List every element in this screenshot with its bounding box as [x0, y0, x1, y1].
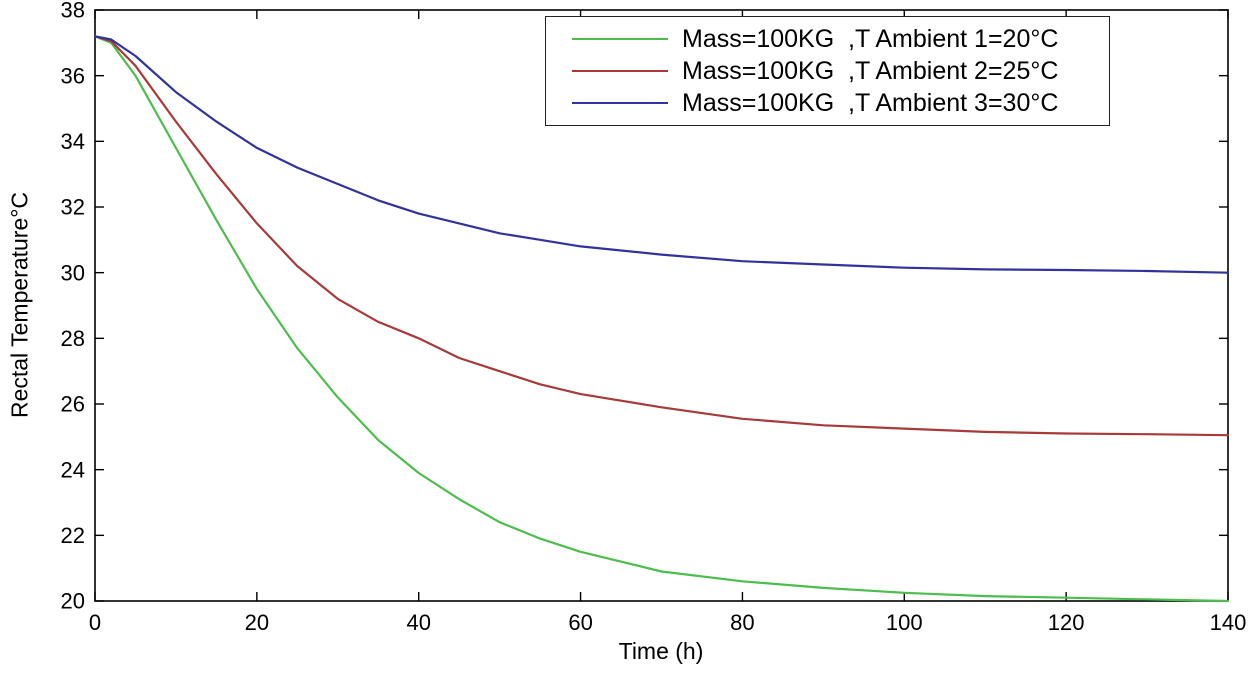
y-tick-label: 24	[61, 457, 85, 482]
x-axis-label: Time (h)	[618, 638, 704, 664]
y-tick-label: 30	[61, 260, 85, 285]
y-tick-label: 38	[61, 0, 85, 23]
x-tick-label: 100	[886, 610, 923, 635]
legend-item-ambient-30: Mass=100KG ,T Ambient 3=30°C	[546, 87, 1109, 119]
x-tick-label: 140	[1210, 610, 1247, 635]
x-tick-label: 0	[89, 610, 101, 635]
series-line-2	[93, 35, 1230, 274]
legend-line-swatch-green	[572, 38, 668, 40]
y-tick-label: 34	[61, 129, 85, 154]
legend-item-ambient-20: Mass=100KG ,T Ambient 1=20°C	[546, 23, 1109, 55]
y-tick-label: 26	[61, 392, 85, 417]
plot-frame	[94, 9, 1229, 602]
y-tick-label: 20	[61, 589, 85, 614]
series-line-0	[93, 35, 1230, 603]
y-tick-label: 28	[61, 326, 85, 351]
legend-line-swatch-red	[572, 70, 668, 72]
y-axis-label: Rectal Temperature°C	[6, 191, 33, 419]
x-tick-label: 40	[406, 610, 430, 635]
legend-label: Mass=100KG ,T Ambient 2=25°C	[682, 56, 1059, 85]
legend-label: Mass=100KG ,T Ambient 3=30°C	[682, 88, 1059, 117]
x-tick-label: 60	[568, 610, 592, 635]
x-tick-label: 20	[245, 610, 269, 635]
x-tick-label: 120	[1048, 610, 1085, 635]
legend-item-ambient-25: Mass=100KG ,T Ambient 2=25°C	[546, 55, 1109, 87]
series-line-1	[93, 35, 1230, 437]
x-tick-label: 80	[730, 610, 754, 635]
legend-label: Mass=100KG ,T Ambient 1=20°C	[682, 24, 1059, 53]
y-tick-label: 32	[61, 195, 85, 220]
legend: Mass=100KG ,T Ambient 1=20°C Mass=100KG …	[545, 16, 1110, 126]
y-tick-label: 22	[61, 523, 85, 548]
legend-line-swatch-blue	[572, 102, 668, 104]
y-tick-label: 36	[61, 63, 85, 88]
